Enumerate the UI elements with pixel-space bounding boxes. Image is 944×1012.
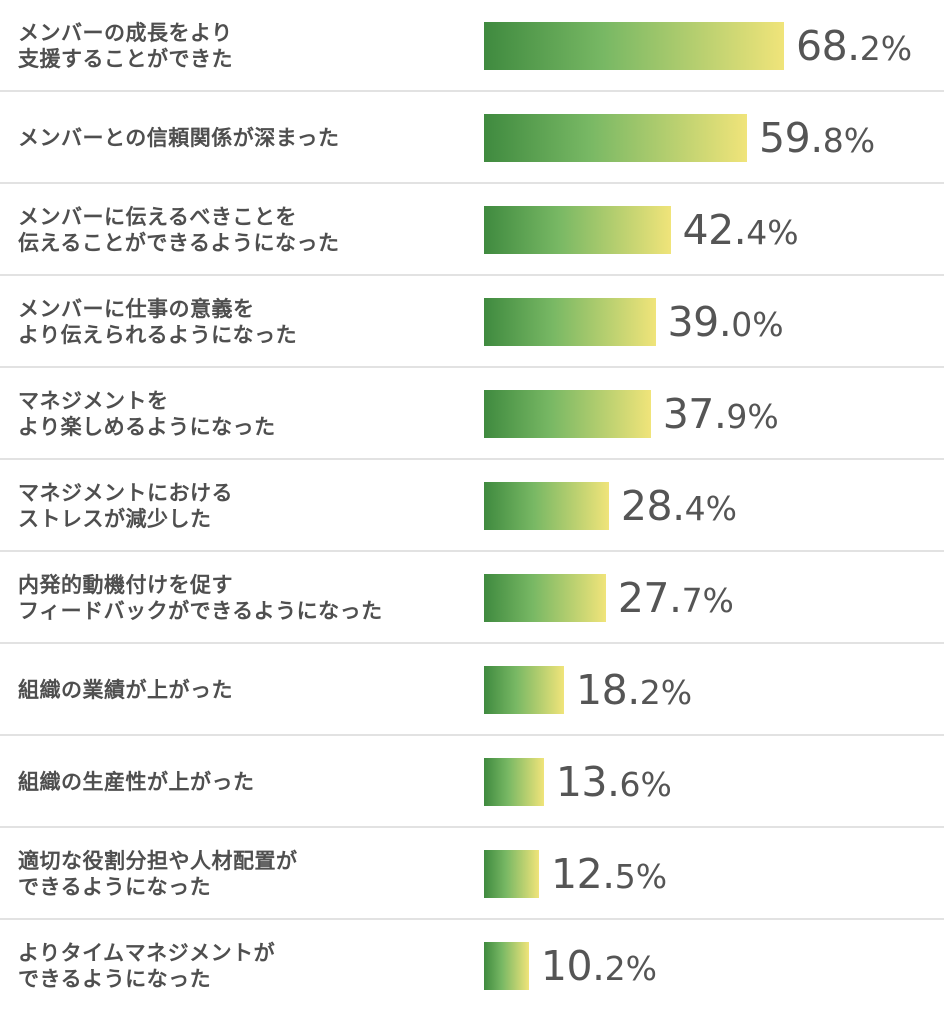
category-label: メンバーの成長をより 支援することができた (18, 20, 233, 71)
category-label: 組織の業績が上がった (18, 677, 233, 702)
value-label: 18.2% (576, 666, 692, 714)
bar (484, 666, 565, 714)
chart-row: メンバーに伝えるべきことを 伝えることができるようになった 42.4% (0, 184, 944, 276)
row-divider (0, 90, 944, 92)
value-label: 39.0% (668, 298, 784, 346)
value-decimal: 4% (746, 213, 799, 252)
bar (484, 942, 529, 990)
value-integer: 42. (682, 206, 747, 254)
chart-row: 組織の生産性が上がった 13.6% (0, 736, 944, 828)
bar (484, 22, 784, 70)
value-label: 37.9% (663, 390, 779, 438)
value-label: 12.5% (551, 850, 667, 898)
value-decimal: 2% (604, 949, 657, 988)
value-decimal: 5% (614, 857, 668, 896)
category-label: メンバーに伝えるべきことを 伝えることができるようになった (18, 204, 340, 255)
value-decimal: 8% (822, 121, 876, 160)
bar (484, 390, 651, 438)
row-divider (0, 458, 944, 460)
category-label: マネジメントを より楽しめるようになった (18, 388, 276, 439)
row-divider (0, 550, 944, 552)
value-decimal: 0% (731, 305, 784, 344)
chart-row: マネジメントを より楽しめるようになった 37.9% (0, 368, 944, 460)
category-label: 組織の生産性が上がった (18, 769, 255, 794)
category-label: メンバーとの信頼関係が深まった (18, 125, 340, 150)
row-divider (0, 826, 944, 828)
category-label: 適切な役割分担や人材配置が できるようになった (18, 848, 298, 899)
value-decimal: 6% (619, 765, 672, 804)
bar (484, 206, 671, 254)
value-decimal: 2% (639, 673, 693, 712)
bar (484, 850, 539, 898)
bar (484, 574, 606, 622)
value-integer: 28. (620, 482, 685, 530)
row-divider (0, 366, 944, 368)
value-label: 13.6% (556, 758, 672, 806)
category-label: マネジメントにおける ストレスが減少した (18, 480, 233, 531)
value-integer: 68. (796, 22, 860, 70)
value-integer: 39. (667, 298, 732, 346)
row-divider (0, 182, 944, 184)
value-decimal: 4% (684, 489, 737, 528)
value-integer: 10. (540, 942, 605, 990)
value-label: 59.8% (759, 114, 875, 162)
value-integer: 18. (576, 666, 640, 714)
value-decimal: 7% (681, 581, 734, 620)
value-label: 28.4% (621, 482, 737, 530)
value-integer: 13. (555, 758, 620, 806)
chart-row: 内発的動機付けを促す フィードバックができるようになった 27.7% (0, 552, 944, 644)
chart-row: マネジメントにおける ストレスが減少した 28.4% (0, 460, 944, 552)
value-label: 27.7% (618, 574, 734, 622)
bar (484, 482, 609, 530)
value-integer: 27. (617, 574, 682, 622)
row-divider (0, 274, 944, 276)
row-divider (0, 642, 944, 644)
value-integer: 59. (759, 114, 823, 162)
value-integer: 12. (550, 850, 615, 898)
bar (484, 758, 544, 806)
value-integer: 37. (662, 390, 727, 438)
value-label: 68.2% (796, 22, 912, 70)
category-label: よりタイムマネジメントが できるようになった (18, 940, 276, 991)
bar (484, 298, 656, 346)
value-decimal: 2% (859, 29, 913, 68)
chart-row: よりタイムマネジメントが できるようになった 10.2% (0, 920, 944, 1012)
chart-row: 組織の業績が上がった 18.2% (0, 644, 944, 736)
value-label: 42.4% (683, 206, 799, 254)
category-label: 内発的動機付けを促す フィードバックができるようになった (18, 572, 383, 623)
bar (484, 114, 748, 162)
value-label: 10.2% (541, 942, 657, 990)
chart-row: 適切な役割分担や人材配置が できるようになった 12.5% (0, 828, 944, 920)
row-divider (0, 918, 944, 920)
row-divider (0, 734, 944, 736)
value-decimal: 9% (726, 397, 779, 436)
category-label: メンバーに仕事の意義を より伝えられるようになった (18, 296, 298, 347)
chart-row: メンバーとの信頼関係が深まった 59.8% (0, 92, 944, 184)
chart-row: メンバーに仕事の意義を より伝えられるようになった 39.0% (0, 276, 944, 368)
chart-row: メンバーの成長をより 支援することができた 68.2% (0, 0, 944, 92)
